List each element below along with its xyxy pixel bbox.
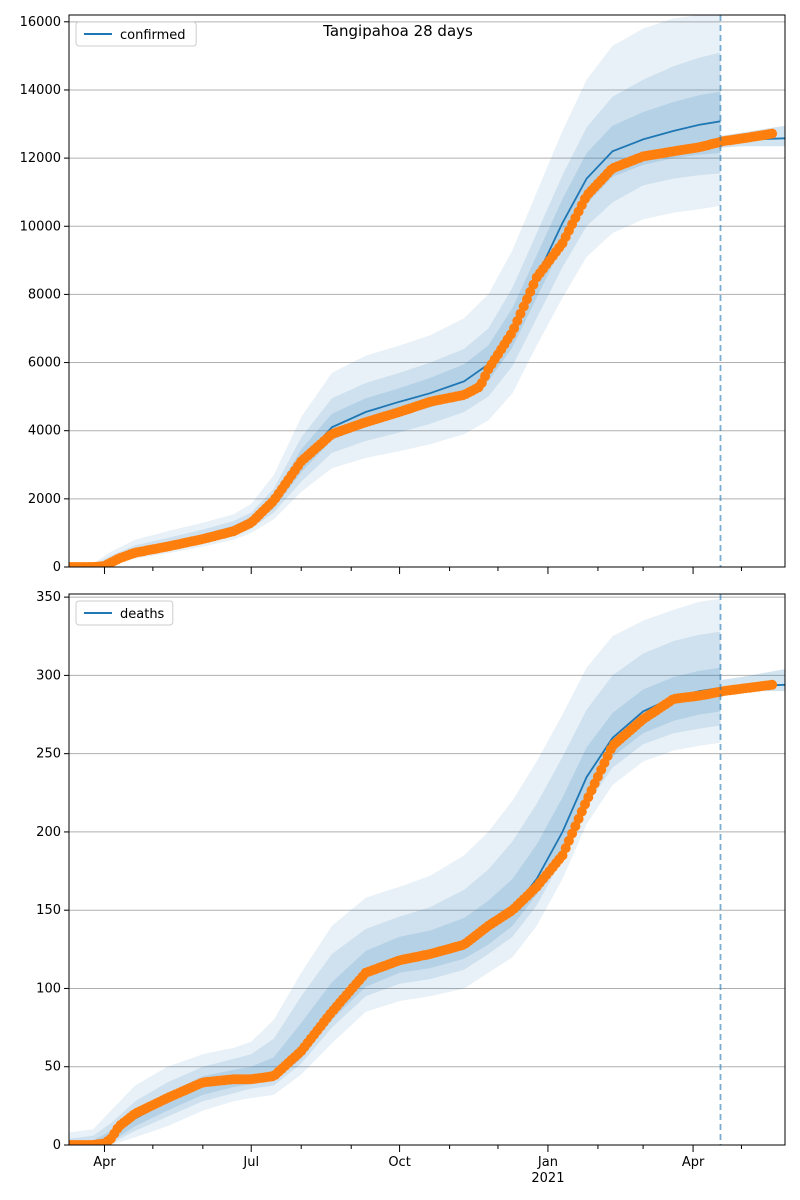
y-tick-label: 100 — [36, 981, 61, 996]
y-tick-label: 6000 — [28, 356, 61, 371]
x-tick-label: Apr — [682, 1155, 705, 1170]
y-tick-label: 0 — [53, 560, 61, 575]
chart-title: Tangipahoa 28 days — [322, 22, 473, 40]
y-tick-label: 4000 — [28, 424, 61, 439]
confidence-band-middle — [69, 52, 721, 567]
y-tick-label: 14000 — [20, 83, 61, 98]
y-tick-label: 350 — [36, 590, 61, 605]
axes-frame — [68, 14, 786, 568]
y-tick-label: 16000 — [20, 15, 61, 30]
observed-point — [767, 679, 778, 690]
legend-label: confirmed — [120, 28, 186, 43]
x-tick-label: Apr — [93, 1155, 116, 1170]
y-tick-label: 2000 — [28, 492, 61, 507]
y-tick-label: 50 — [44, 1060, 61, 1075]
y-tick-label: 12000 — [20, 151, 61, 166]
y-tick-label: 200 — [36, 825, 61, 840]
confidence-band-outer — [69, 598, 721, 1145]
legend-box — [75, 600, 174, 626]
deaths-panel: 0 50 100 150 200 250 300 350 Apr Jul Oct Jan Apr 2021… — [36, 590, 786, 1186]
y-tick-label: 300 — [36, 668, 61, 683]
y-tick-label: 10000 — [20, 219, 61, 234]
y-tick-label: 8000 — [28, 287, 61, 302]
y-tick-label: 0 — [53, 1138, 61, 1153]
legend: confirmed — [75, 21, 197, 47]
plot-area — [69, 598, 785, 1145]
x-tick-label: Oct — [388, 1155, 410, 1170]
confidence-band-middle — [69, 631, 721, 1145]
observed-point — [767, 128, 778, 139]
plot-area — [69, 15, 785, 567]
confidence-band-outer — [69, 15, 721, 567]
legend: deaths — [75, 600, 174, 626]
x-tick-label: Jul — [242, 1155, 259, 1170]
legend-label: deaths — [120, 607, 165, 622]
legend-box — [75, 21, 197, 47]
confidence-band-inner — [69, 91, 721, 567]
axes-frame — [68, 593, 786, 1146]
confirmed-panel: 0 2000 4000 6000 8000 10000 12000 14000 16000 con… — [20, 14, 786, 575]
y-tick-label: 250 — [36, 747, 61, 762]
x-year-label: 2021 — [531, 1171, 564, 1186]
x-tick-label: Jan — [537, 1155, 558, 1170]
y-tick-label: 150 — [36, 903, 61, 918]
